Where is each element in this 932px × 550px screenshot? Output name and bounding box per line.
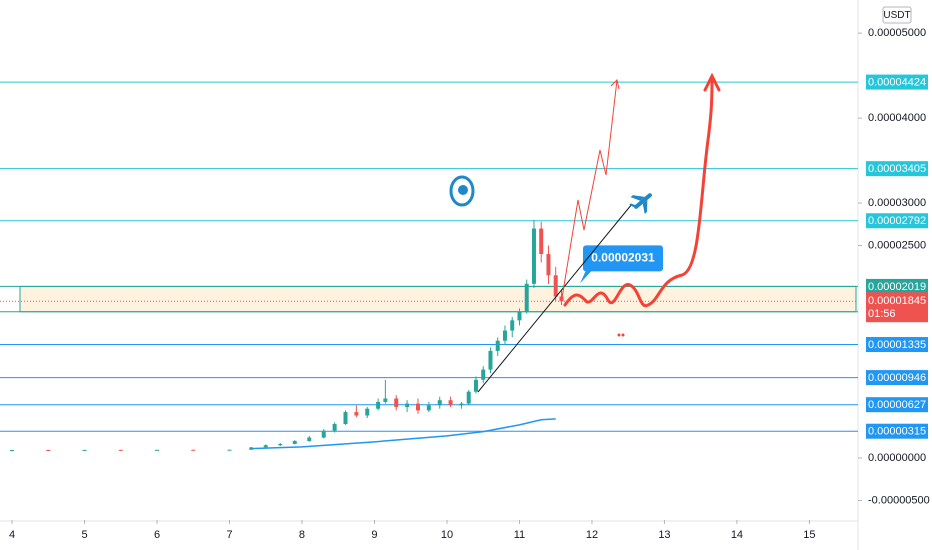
callout-label: 0.00002031 xyxy=(591,251,655,265)
candle-body xyxy=(343,412,348,424)
dot xyxy=(617,333,621,337)
x-tick-label: 11 xyxy=(514,529,525,541)
level-tag-label: 0.00001335 xyxy=(868,339,926,351)
plot: 0.00002031 xyxy=(0,81,858,451)
candle-body xyxy=(559,296,564,302)
candle-body xyxy=(82,449,87,451)
candle-body xyxy=(426,405,431,411)
x-tick-label: 15 xyxy=(803,529,815,541)
zone xyxy=(19,285,857,313)
hand-drawn-path xyxy=(563,76,714,308)
x-tick-label: 5 xyxy=(81,529,87,541)
level-tag-label: 0.00000627 xyxy=(868,399,926,411)
candle-body xyxy=(524,283,529,312)
candle-body xyxy=(321,430,326,438)
candle-body xyxy=(531,228,536,284)
candle-body xyxy=(488,350,493,370)
callout-box xyxy=(583,245,663,272)
y-tick-label: 0.00003000 xyxy=(868,197,926,209)
level-tag-label: 0.00000946 xyxy=(868,372,926,384)
level-tag-label: 0.00002792 xyxy=(868,215,926,227)
level-tag-label: 0.00004424 xyxy=(868,76,926,88)
candle-body xyxy=(510,320,515,331)
x-tick-label: 10 xyxy=(441,529,453,541)
candle-body xyxy=(191,449,196,451)
level-tag xyxy=(866,337,928,353)
hand-drawn-arrow-head xyxy=(703,72,721,92)
candle-body xyxy=(437,400,442,406)
trend-line xyxy=(477,203,633,393)
candle-body xyxy=(155,449,160,451)
candle-body xyxy=(292,440,297,444)
eye-icon xyxy=(449,175,475,207)
candle-body xyxy=(459,403,464,406)
candle-body xyxy=(495,340,500,351)
candle-body xyxy=(502,330,507,341)
level-tag xyxy=(866,213,928,229)
candle-body xyxy=(249,447,254,450)
x-tick-label: 4 xyxy=(9,529,15,541)
callout-pointer xyxy=(580,270,592,284)
y-tick-label: 0.00005000 xyxy=(868,27,926,39)
x-tick-label: 7 xyxy=(226,529,232,541)
level-tag xyxy=(866,161,928,177)
y-tick-label: -0.00000500 xyxy=(868,494,930,506)
last-price-timer: 01:56 xyxy=(868,308,896,320)
candle-body xyxy=(376,401,381,409)
candle-body xyxy=(365,408,370,416)
level-tag xyxy=(866,74,928,90)
level-tag xyxy=(866,397,928,413)
candle-body xyxy=(10,449,15,451)
candle-body xyxy=(46,449,51,451)
candle-body xyxy=(473,379,478,392)
candle-body xyxy=(546,254,551,276)
candle-body xyxy=(307,437,312,441)
x-tick-label: 13 xyxy=(658,529,670,541)
arrow-head xyxy=(610,79,620,90)
candle-body xyxy=(263,445,268,448)
level-tag xyxy=(866,370,928,386)
moving-average xyxy=(251,418,556,450)
candle-body xyxy=(332,423,337,431)
candle-body xyxy=(415,403,420,411)
currency: USDT xyxy=(883,10,910,21)
last-price-label: 0.00001845 xyxy=(868,295,926,307)
candle-body xyxy=(405,403,410,407)
candle-body xyxy=(517,311,522,321)
last-price-tag xyxy=(866,292,928,323)
projection-arrow xyxy=(561,79,618,299)
candle-body xyxy=(553,275,558,297)
currency-box[interactable] xyxy=(882,6,912,24)
candle-body xyxy=(539,228,544,255)
plane-icon xyxy=(629,193,652,214)
level-tag xyxy=(866,278,928,294)
level-tag xyxy=(866,423,928,439)
y-tick-label: 0.00004000 xyxy=(868,112,926,124)
candle-body xyxy=(394,398,399,407)
y-tick-label: 0.00002500 xyxy=(868,239,926,251)
candle-body xyxy=(448,400,453,406)
candle-body xyxy=(466,391,471,404)
candle-body xyxy=(354,412,359,416)
x-tick-label: 6 xyxy=(154,529,160,541)
y-tick-label: 0.00000000 xyxy=(868,452,926,464)
candle-body xyxy=(278,443,283,446)
dot xyxy=(621,333,625,337)
candle-body xyxy=(227,449,232,451)
candle-body xyxy=(383,398,388,402)
level-tag-label: 0.00003405 xyxy=(868,163,926,175)
x-tick-label: 9 xyxy=(371,529,377,541)
candle-body xyxy=(481,369,486,380)
x-tick-label: 8 xyxy=(299,529,305,541)
x-tick-label: 12 xyxy=(586,529,598,541)
x-tick-label: 14 xyxy=(731,529,743,541)
candle-body xyxy=(118,449,123,451)
level-tag-label: 0.00000315 xyxy=(868,426,926,438)
level-tag-label: 0.00002019 xyxy=(868,281,926,293)
